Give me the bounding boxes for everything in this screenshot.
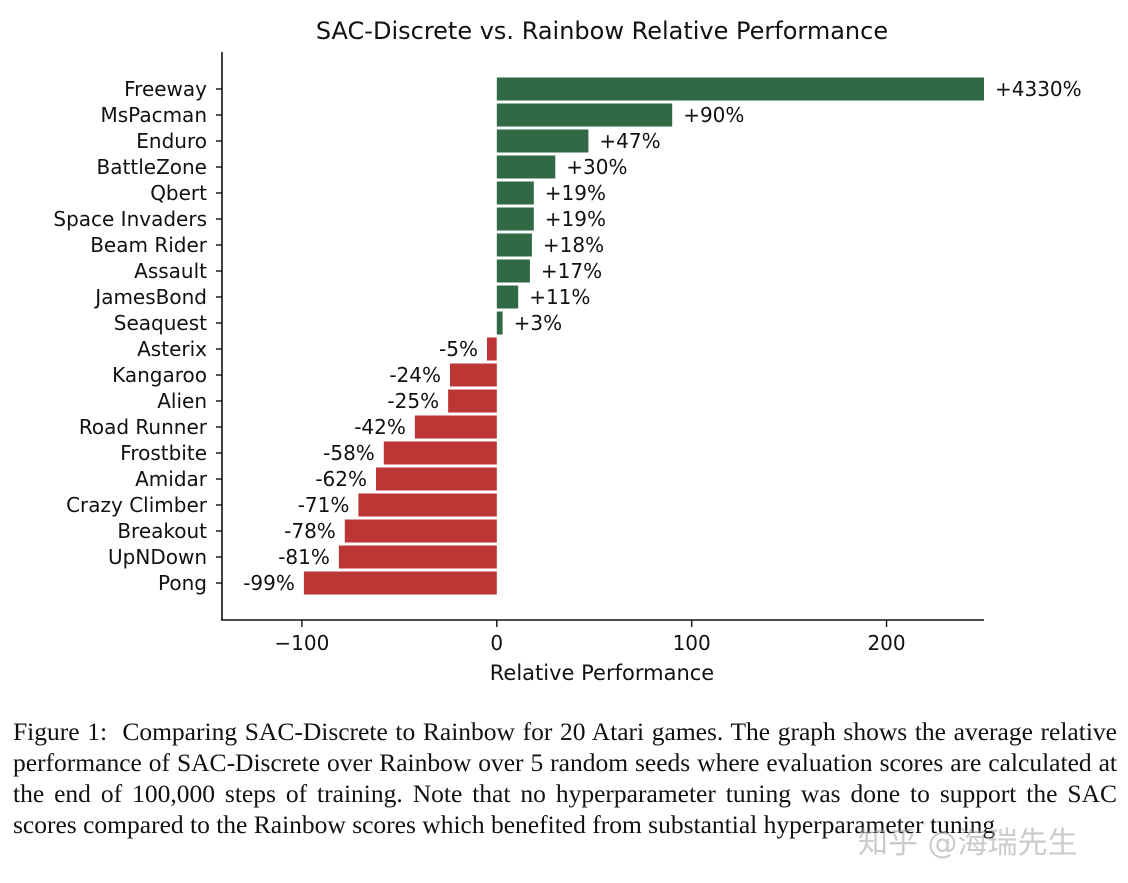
category-label-crazy-climber: Crazy Climber [66,493,208,517]
x-tick-label: 100 [673,631,711,655]
category-label-kangaroo: Kangaroo [112,363,207,387]
value-labels: +4330%+90%+47%+30%+19%+19%+18%+17%+11%+3… [243,77,1081,595]
bar-freeway [496,77,984,101]
value-label-asterix: -5% [439,337,478,361]
bars-group [303,77,984,595]
value-label-frostbite: -58% [323,441,375,465]
bar-pong [303,571,497,595]
caption-label: Figure 1: [13,717,108,746]
value-label-qbert: +19% [545,181,606,205]
bar-kangaroo [450,363,497,387]
category-label-alien: Alien [157,389,207,413]
category-label-breakout: Breakout [117,519,207,543]
value-label-seaquest: +3% [514,311,563,335]
figure-caption: Figure 1: Comparing SAC-Discrete to Rain… [13,716,1117,840]
category-label-pong: Pong [158,571,207,595]
caption-text: Comparing SAC-Discrete to Rainbow for 20… [13,717,1117,839]
bar-chart: SAC-Discrete vs. Rainbow Relative Perfor… [53,17,1081,685]
bar-beam-rider [496,233,532,257]
bar-amidar [376,467,497,491]
bar-assault [496,259,530,283]
category-label-battlezone: BattleZone [97,155,207,179]
value-label-alien: -25% [387,389,439,413]
category-labels: FreewayMsPacmanEnduroBattleZoneQbertSpac… [53,77,222,595]
bar-frostbite [383,441,497,465]
category-label-qbert: Qbert [150,181,207,205]
watermark: 知乎 @海瑞先生 [858,826,1078,861]
value-label-jamesbond: +11% [529,285,590,309]
bar-upndown [338,545,497,569]
bar-enduro [496,129,589,153]
category-label-assault: Assault [134,259,207,283]
category-label-asterix: Asterix [137,337,207,361]
x-axis-label: Relative Performance [490,661,714,685]
bar-jamesbond [496,285,519,309]
value-label-crazy-climber: -71% [298,493,350,517]
value-label-road-runner: -42% [354,415,406,439]
value-label-assault: +17% [541,259,602,283]
bar-mspacman [496,103,673,127]
bar-space-invaders [496,207,534,231]
bar-battlezone [496,155,556,179]
category-label-frostbite: Frostbite [120,441,207,465]
value-label-mspacman: +90% [683,103,744,127]
value-label-enduro: +47% [599,129,660,153]
bar-crazy-climber [358,493,497,517]
bar-seaquest [496,311,503,335]
chart-title: SAC-Discrete vs. Rainbow Relative Perfor… [316,17,888,45]
category-label-beam-rider: Beam Rider [90,233,208,257]
category-label-space-invaders: Space Invaders [53,207,207,231]
bar-asterix [487,337,497,361]
value-label-battlezone: +30% [566,155,627,179]
category-label-jamesbond: JamesBond [93,285,207,309]
value-label-freeway: +4330% [995,77,1082,101]
bar-alien [448,389,497,413]
value-label-kangaroo: -24% [389,363,441,387]
x-tick-label: −100 [274,631,329,655]
value-label-breakout: -78% [284,519,336,543]
value-label-amidar: -62% [315,467,367,491]
value-label-beam-rider: +18% [543,233,604,257]
value-label-upndown: -81% [278,545,330,569]
value-label-pong: -99% [243,571,295,595]
value-label-space-invaders: +19% [545,207,606,231]
x-tick-label: 200 [867,631,905,655]
category-label-enduro: Enduro [136,129,207,153]
category-label-mspacman: MsPacman [100,103,207,127]
category-label-seaquest: Seaquest [114,311,207,335]
bar-qbert [496,181,534,205]
category-label-road-runner: Road Runner [79,415,208,439]
category-label-amidar: Amidar [135,467,208,491]
x-tick-label: 0 [490,631,503,655]
x-ticks: −100 0 100 200 [274,620,906,655]
category-label-freeway: Freeway [124,77,207,101]
category-label-upndown: UpNDown [108,545,207,569]
bar-road-runner [414,415,497,439]
bar-breakout [344,519,497,543]
